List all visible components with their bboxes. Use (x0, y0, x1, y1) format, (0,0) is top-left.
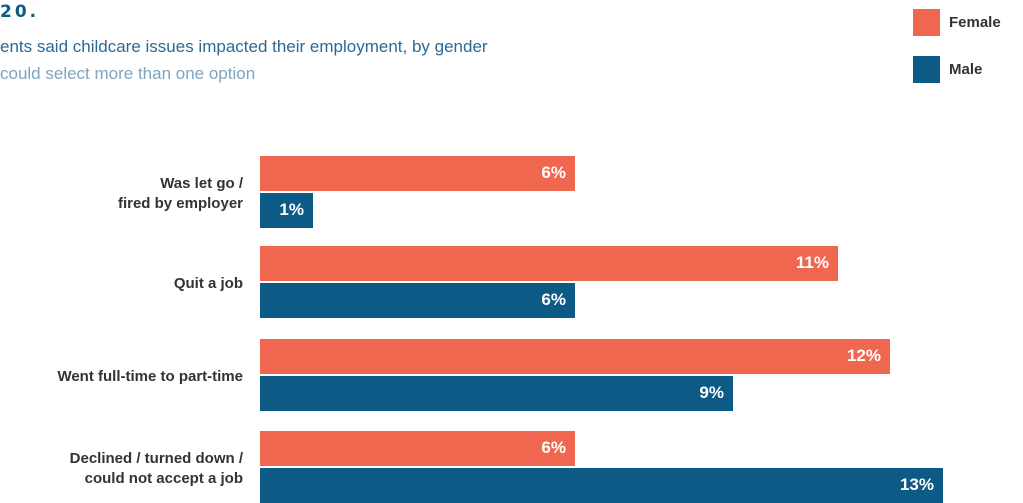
chart-subtitle: ents said childcare issues impacted thei… (0, 37, 488, 56)
legend-swatch-female (913, 9, 940, 36)
legend-item-female: Female (913, 9, 1023, 36)
legend-swatch-male (913, 56, 940, 83)
category-label-line: could not accept a job (84, 469, 243, 487)
category-label-line: fired by employer (117, 194, 243, 212)
bar-value-label: 11% (795, 253, 829, 272)
legend-label-male: Male (949, 61, 983, 78)
category-label: Declined / turned down / could not accept… (0, 449, 243, 489)
bar-male: 9% (260, 376, 733, 411)
bar-value-label: 6% (541, 290, 566, 309)
legend-item-male: Male (913, 56, 1023, 83)
bar-value-label: 12% (846, 346, 881, 365)
category-label-line: Was let go / (160, 174, 243, 192)
category-label: Quit a job (0, 274, 243, 294)
bar-female: 11% (260, 246, 838, 281)
bar-male: 1% (260, 193, 313, 228)
bar-value-label: 6% (541, 163, 566, 182)
bar-male: 6% (260, 283, 575, 318)
bar-female: 6% (260, 156, 575, 191)
category-label: Went full-time to part-time (0, 367, 243, 387)
category-label: Was let go / fired by employer (0, 174, 243, 214)
figure-number: 20. (0, 2, 40, 22)
category-label-line: Went full-time to part-time (57, 367, 243, 385)
category-label-line: Quit a job (173, 274, 243, 292)
bar-value-label: 13% (899, 475, 934, 494)
bar-value-label: 6% (541, 438, 566, 457)
bar-value-label: 1% (279, 200, 304, 219)
bar-male: 13% (260, 468, 943, 503)
category-label-line: Declined / turned down / (69, 449, 243, 467)
legend-label-female: Female (949, 14, 1001, 31)
chart-note: could select more than one option (0, 64, 256, 83)
bar-female: 6% (260, 431, 575, 466)
bar-value-label: 9% (699, 383, 724, 402)
bar-female: 12% (260, 339, 890, 374)
